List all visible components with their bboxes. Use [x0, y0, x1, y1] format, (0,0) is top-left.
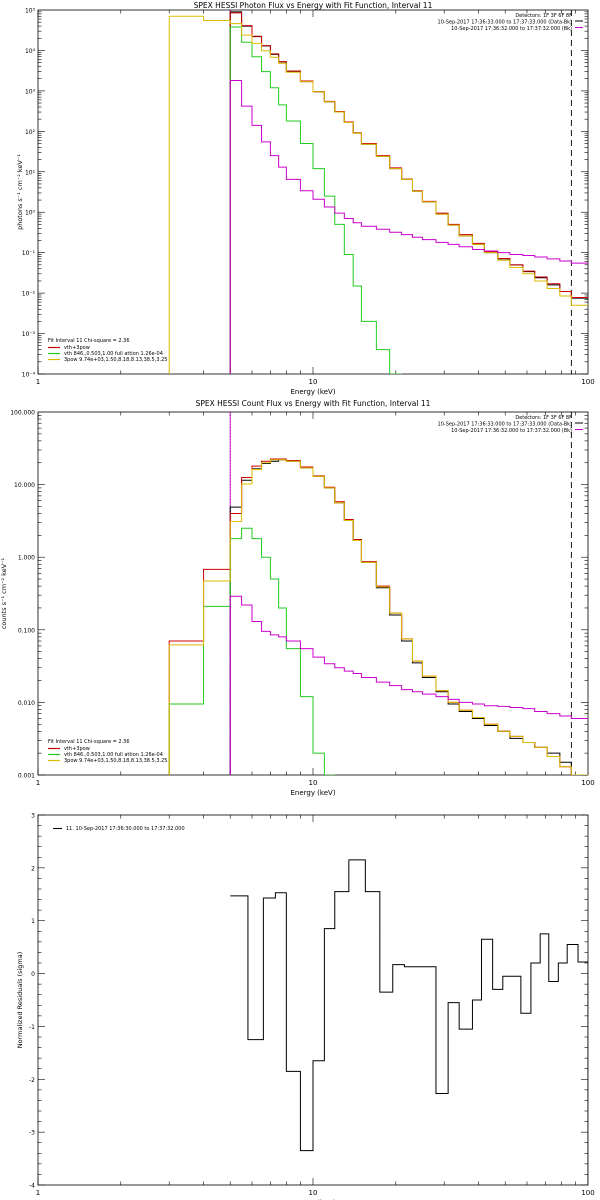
chart-panel-2: SPEX HESSI Count Flux vs Energy with Fit…	[0, 399, 595, 797]
y-tick-label: 3	[31, 813, 35, 820]
y-tick-label: 10⁻¹	[22, 250, 36, 257]
y-tick-label: -2	[29, 1077, 35, 1084]
series-data-bk	[229, 459, 588, 775]
legend-label: vth 846.,0.503,1.00 full attion 1.26e-04	[64, 351, 163, 357]
y-tick-label: 10²	[25, 129, 36, 136]
legend-label: 3pow 9.74e+03,1.50,8.18,8.13,38.5,3.25	[64, 357, 167, 363]
y-axis-label: Normalized Residuals (sigma)	[16, 952, 24, 1049]
x-tick-label: 100	[581, 378, 594, 386]
y-tick-label: -1	[29, 1024, 35, 1031]
y-tick-label: 0.100	[18, 627, 35, 634]
legend-header: Fit Interval 11 Chi-square = 2.36	[48, 739, 130, 745]
y-tick-label: 10.000	[14, 482, 35, 489]
legend-label: 11. 10-Sep-2017 17:36:30.000 to 17:37:32…	[66, 826, 185, 832]
y-tick-label: 100.000	[10, 410, 35, 417]
header-line: Detectors: 1F 3F 6F 8F	[515, 415, 572, 421]
series-residuals	[230, 859, 588, 1185]
x-tick-label: 1	[36, 378, 40, 386]
y-axis-label: photons s⁻¹ cm⁻² keV⁻¹	[16, 154, 24, 230]
series-vth-3pow	[168, 458, 588, 775]
y-tick-label: 0.001	[18, 773, 35, 780]
y-tick-label: 10⁰	[25, 210, 36, 217]
y-tick-label: -4	[29, 1183, 35, 1190]
x-tick-label: 100	[581, 779, 594, 787]
chart-title: SPEX HESSI Photon Flux vs Energy with Fi…	[194, 1, 433, 10]
x-axis-label: Energy (keV)	[290, 789, 335, 797]
y-tick-label: 10⁻⁴	[22, 372, 36, 379]
legend-header: Fit Interval 11 Chi-square = 2.36	[48, 338, 130, 344]
x-tick-label: 10	[309, 779, 318, 787]
header-line: 10-Sep-2017 17:36:33.000 to 17:37:33.000…	[438, 20, 573, 26]
y-tick-label: 1.000	[18, 555, 35, 562]
series-3pow	[168, 15, 588, 374]
legend-label: vth+3pow	[64, 746, 90, 752]
chart-title: SPEX HESSI Count Flux vs Energy with Fit…	[196, 399, 431, 408]
chart-panel-1: SPEX HESSI Photon Flux vs Energy with Fi…	[16, 1, 595, 396]
y-tick-label: 10⁻³	[22, 331, 36, 338]
series-data-bk	[229, 11, 588, 374]
y-tick-label: 1	[31, 918, 35, 925]
y-tick-label: 0	[31, 971, 35, 978]
series-vth	[168, 527, 335, 775]
header-line: 10-Sep-2017 17:36:32.000 to 17:37:32.000…	[451, 26, 572, 32]
x-tick-label: 1	[36, 1189, 40, 1197]
series-vth-3pow	[229, 12, 588, 374]
x-axis-label: Energy (keV)	[290, 388, 335, 396]
legend-label: vth+3pow	[64, 345, 90, 351]
y-tick-label: -3	[29, 1130, 35, 1137]
series-bk	[229, 595, 588, 775]
x-tick-label: 10	[309, 378, 318, 386]
y-tick-label: 10¹	[25, 169, 36, 176]
y-tick-label: 2	[31, 865, 35, 872]
y-tick-label: 10⁵	[25, 8, 36, 15]
x-tick-label: 1	[36, 779, 40, 787]
legend-label: 3pow 9.74e+03,1.50,8.18,8.13,38.5,3.25	[64, 758, 167, 764]
header-line: 10-Sep-2017 17:36:33.000 to 17:37:33.000…	[438, 422, 573, 428]
header-line: Detectors: 1F 3F 6F 8F	[515, 13, 572, 19]
y-axis-label: counts s⁻¹ cm⁻² keV⁻¹	[0, 557, 8, 629]
y-tick-label: 10⁴	[25, 48, 36, 55]
series-3pow	[168, 459, 588, 775]
series-vth	[229, 26, 402, 374]
x-tick-label: 10	[309, 1189, 318, 1197]
legend-label: vth 846.,0.503,1.00 full attion 1.26e-04	[64, 752, 163, 758]
header-line: 10-Sep-2017 17:36:32.000 to 17:37:32.000…	[451, 428, 572, 434]
x-tick-label: 100	[581, 1189, 594, 1197]
y-tick-label: 10⁻²	[22, 291, 36, 298]
y-tick-label: 0.010	[18, 700, 35, 707]
series-bk	[229, 80, 588, 374]
y-tick-label: 10³	[25, 88, 36, 95]
